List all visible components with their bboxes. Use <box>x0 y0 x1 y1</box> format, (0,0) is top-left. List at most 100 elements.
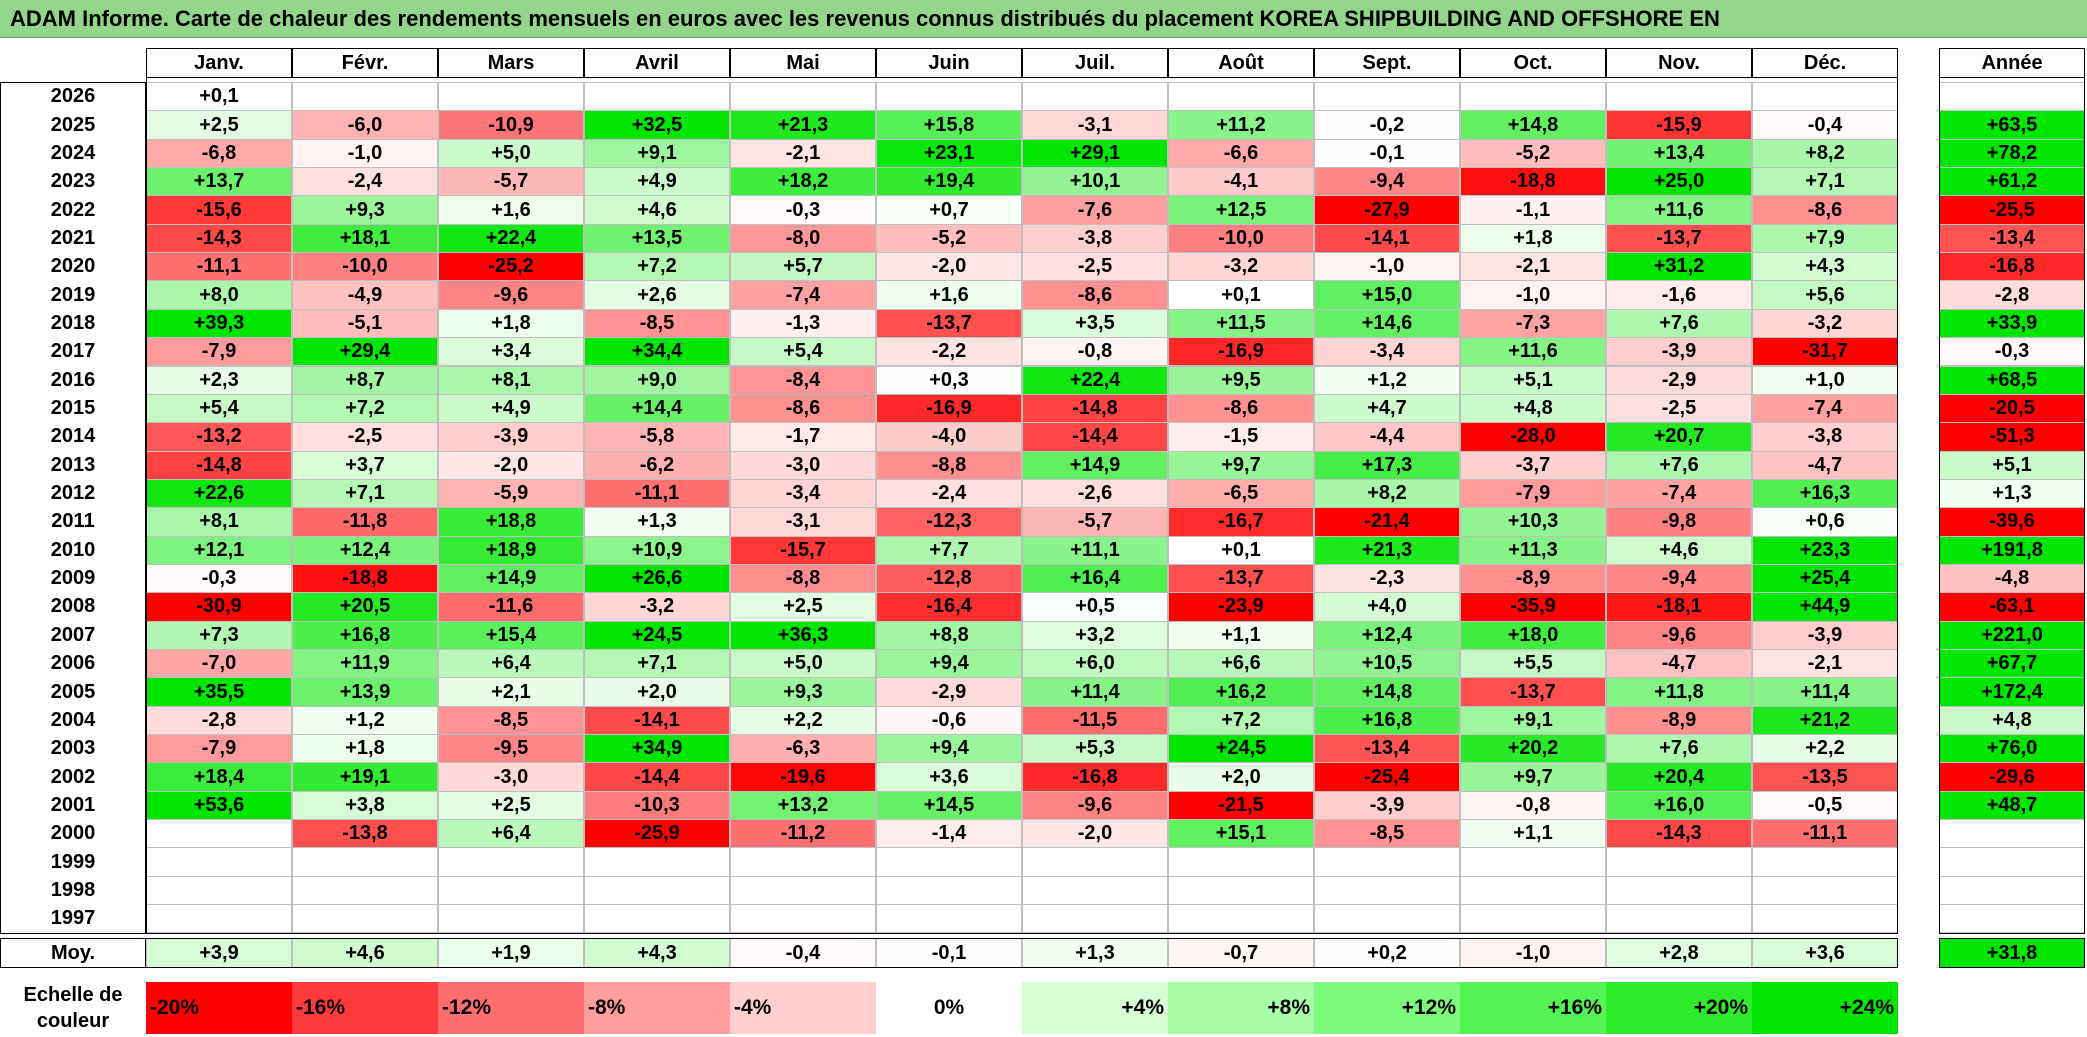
month-header: Oct. <box>1460 48 1606 78</box>
heatmap-cell: +7,6 <box>1606 734 1752 764</box>
heatmap-cell: +10,5 <box>1314 649 1460 679</box>
heatmap-cell: -11,5 <box>1022 705 1168 736</box>
heatmap-cell: +4,8 <box>1460 393 1606 424</box>
heatmap-cell: +2,2 <box>1752 734 1898 764</box>
heatmap-cell: -2,4 <box>876 478 1022 509</box>
heatmap-cell: -2,0 <box>1022 819 1168 849</box>
heatmap-cell: -8,6 <box>1752 195 1898 225</box>
heatmap-cell: -8,4 <box>730 365 876 395</box>
month-header: Juil. <box>1022 48 1168 78</box>
month-header: Sept. <box>1314 48 1460 78</box>
color-scale-step: +8% <box>1168 982 1314 1034</box>
heatmap-cell: +24,5 <box>584 620 730 650</box>
heatmap-cell: +15,4 <box>438 620 584 650</box>
month-header: Nov. <box>1606 48 1752 78</box>
annual-cell: -0,3 <box>1939 337 2085 367</box>
annual-cell <box>1939 847 2085 877</box>
heatmap-cell: +8,1 <box>146 507 292 537</box>
heatmap-cell <box>1460 847 1606 877</box>
heatmap-cell <box>1168 875 1314 906</box>
heatmap-cell: -11,8 <box>292 507 438 537</box>
heatmap-cell: -3,0 <box>438 762 584 792</box>
heatmap-cell: -23,9 <box>1168 592 1314 622</box>
row-year-label: 2003 <box>0 734 146 764</box>
heatmap-cell: -2,1 <box>1752 649 1898 679</box>
heatmap-cell <box>292 847 438 877</box>
heatmap-cell: -3,9 <box>1752 620 1898 650</box>
heatmap-cell: +5,0 <box>438 138 584 169</box>
heatmap-cell: -1,1 <box>1460 195 1606 225</box>
heatmap-cell: -13,5 <box>1752 762 1898 792</box>
row-year-label: 2017 <box>0 337 146 367</box>
heatmap-cell: +5,4 <box>730 337 876 367</box>
heatmap-cell: -11,6 <box>438 592 584 622</box>
heatmap-cell: +20,2 <box>1460 734 1606 764</box>
heatmap-cell: +11,4 <box>1022 677 1168 707</box>
heatmap-cell <box>1168 904 1314 934</box>
heatmap-cell: -0,6 <box>876 705 1022 736</box>
heatmap-cell: +2,5 <box>730 592 876 622</box>
heatmap-cell: -4,0 <box>876 422 1022 452</box>
color-scale-step: +16% <box>1460 982 1606 1034</box>
heatmap-cell: +9,7 <box>1168 450 1314 480</box>
heatmap-cell: +17,3 <box>1314 450 1460 480</box>
annual-cell: -4,8 <box>1939 563 2085 594</box>
heatmap-cell: -7,9 <box>1460 478 1606 509</box>
heatmap-cell: -4,7 <box>1606 649 1752 679</box>
row-year-label: 2011 <box>0 507 146 537</box>
heatmap-cell <box>584 875 730 906</box>
heatmap-cell: +0,1 <box>146 82 292 112</box>
heatmap-cell: +11,4 <box>1752 677 1898 707</box>
heatmap-cell: -16,8 <box>1022 762 1168 792</box>
heatmap-cell: -3,8 <box>1022 223 1168 254</box>
heatmap-cell: +0,3 <box>876 365 1022 395</box>
heatmap-cell: -0,8 <box>1460 790 1606 821</box>
heatmap-cell: -21,5 <box>1168 790 1314 821</box>
heatmap-cell: +25,4 <box>1752 563 1898 594</box>
heatmap-cell: +39,3 <box>146 308 292 339</box>
heatmap-cell <box>1460 904 1606 934</box>
heatmap-cell <box>1752 847 1898 877</box>
row-year-label: 2018 <box>0 308 146 339</box>
heatmap-cell: -3,9 <box>438 422 584 452</box>
heatmap-cell: -13,4 <box>1314 734 1460 764</box>
heatmap-cell: -7,6 <box>1022 195 1168 225</box>
average-cell: -0,7 <box>1168 938 1314 968</box>
heatmap-cell: +13,5 <box>584 223 730 254</box>
heatmap-cell: +2,2 <box>730 705 876 736</box>
heatmap-cell: +1,6 <box>876 280 1022 310</box>
heatmap-cell: +4,0 <box>1314 592 1460 622</box>
month-header: Déc. <box>1752 48 1898 78</box>
heatmap-cell: -3,2 <box>584 592 730 622</box>
heatmap-cell: +9,1 <box>1460 705 1606 736</box>
heatmap-cell: +8,0 <box>146 280 292 310</box>
average-cell: +3,6 <box>1752 938 1898 968</box>
heatmap-cell: +5,3 <box>1022 734 1168 764</box>
heatmap-cell: +11,9 <box>292 649 438 679</box>
heatmap-cell: -8,6 <box>1168 393 1314 424</box>
heatmap-cell: -11,1 <box>584 478 730 509</box>
heatmap-cell <box>1606 904 1752 934</box>
heatmap-cell: +16,0 <box>1606 790 1752 821</box>
heatmap-cell: -7,4 <box>1752 393 1898 424</box>
heatmap-cell: -2,5 <box>1606 393 1752 424</box>
heatmap-cell: -8,9 <box>1460 563 1606 594</box>
heatmap-cell: -2,0 <box>876 252 1022 282</box>
heatmap-cell <box>1314 847 1460 877</box>
annual-cell: +67,7 <box>1939 649 2085 679</box>
heatmap-cell: -8,8 <box>730 563 876 594</box>
heatmap-cell: +14,8 <box>1460 110 1606 140</box>
heatmap-cell: -11,1 <box>1752 819 1898 849</box>
heatmap-cell: -3,2 <box>1752 308 1898 339</box>
heatmap-cell: +7,3 <box>146 620 292 650</box>
heatmap-cell: +8,2 <box>1752 138 1898 169</box>
annual-cell: +1,3 <box>1939 478 2085 509</box>
heatmap-cell: +34,9 <box>584 734 730 764</box>
heatmap-cell: +14,4 <box>584 393 730 424</box>
annual-cell <box>1939 82 2085 112</box>
heatmap-cell: +9,5 <box>1168 365 1314 395</box>
annual-cell: +48,7 <box>1939 790 2085 821</box>
heatmap-cell <box>1022 847 1168 877</box>
average-cell: +4,3 <box>584 938 730 968</box>
heatmap-cell: -1,3 <box>730 308 876 339</box>
